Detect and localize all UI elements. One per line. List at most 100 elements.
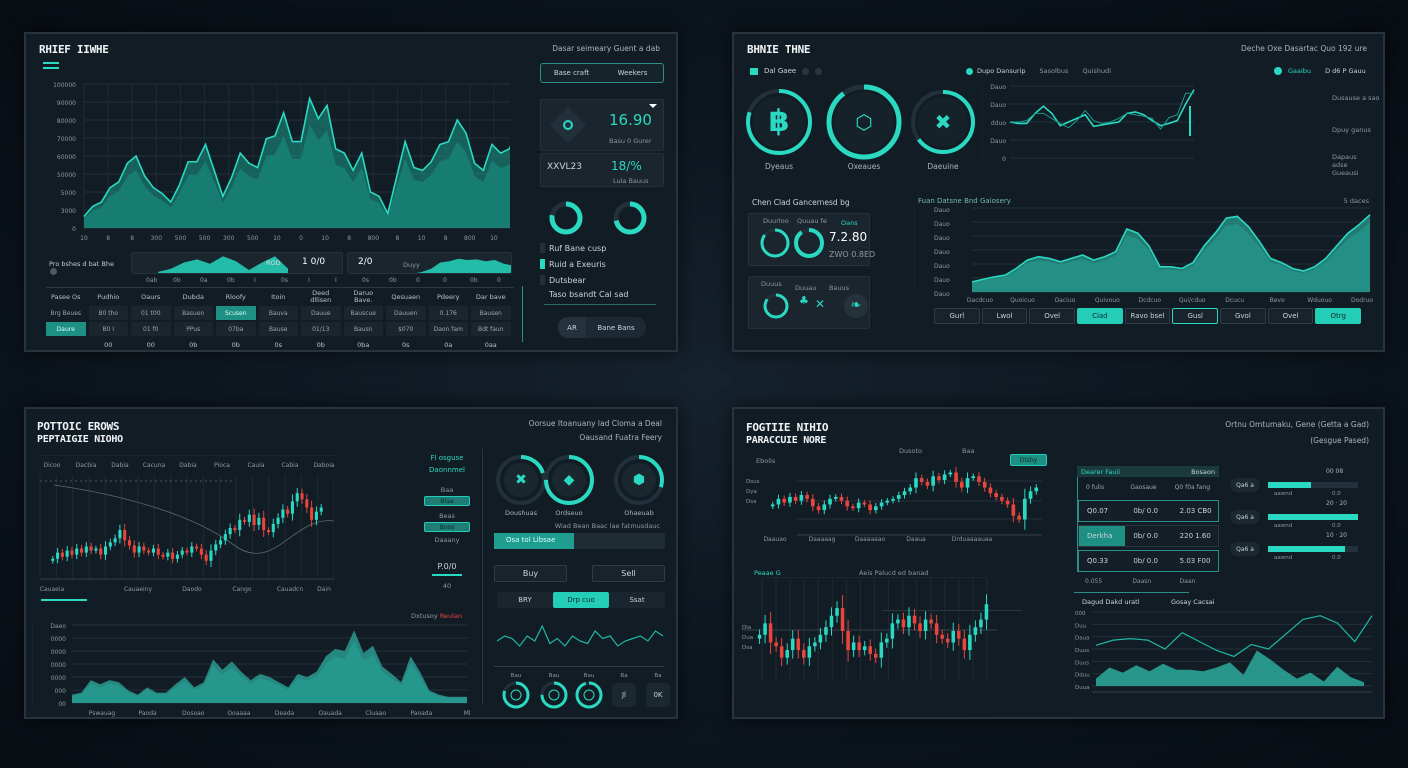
table-cell[interactable]: PPus — [173, 322, 213, 336]
buy-button[interactable]: Buy — [494, 565, 567, 582]
segment-0[interactable]: BRY — [497, 592, 553, 608]
side-button[interactable]: Boos — [424, 522, 470, 532]
table-cell[interactable]: 0.176 — [428, 306, 468, 320]
candle — [988, 487, 993, 494]
table-cell[interactable]: B0 tho — [88, 306, 128, 320]
table-cell[interactable]: Scusen — [216, 306, 256, 320]
y-tick: Dauo — [990, 84, 1006, 91]
range-button-4[interactable]: Ravo bsel — [1124, 308, 1171, 324]
table-cell[interactable]: Bausen — [471, 306, 511, 320]
range-button-1[interactable]: Lwol — [981, 308, 1028, 324]
candle — [763, 623, 767, 635]
sell-button[interactable]: Sell — [592, 565, 665, 582]
area-fill — [1096, 650, 1364, 686]
candle — [984, 604, 989, 620]
table-cell[interactable]: 01/13 — [301, 322, 341, 336]
toggle-dot[interactable] — [815, 67, 823, 75]
asset-ring[interactable] — [743, 86, 815, 158]
table-cell[interactable]: Bauva — [258, 306, 298, 320]
asset-ring[interactable] — [542, 453, 596, 507]
x-tick: Paoda — [139, 710, 158, 717]
scroll-indicator[interactable] — [41, 599, 87, 601]
asset-pill[interactable]: Qa6 a — [1230, 478, 1260, 492]
legend-right: Gaaibu D d6 P Gauu — [1274, 67, 1366, 75]
table-cell[interactable]: 07ba — [216, 322, 256, 336]
asset-label: Ordseuo — [555, 509, 583, 517]
progress-bar — [1268, 514, 1358, 520]
segment-weekers[interactable]: Weekers — [617, 69, 648, 77]
table-cell[interactable]: 01 f0 — [131, 322, 171, 336]
volume-area-chart: Dauo Dauo Dauo Dauo Dauo Dauo Dauo Dacdcuo Quoic… — [914, 207, 1373, 304]
candle — [957, 631, 961, 639]
candle — [918, 623, 922, 631]
range-button-8[interactable]: Otrg — [1315, 308, 1362, 324]
asset-ring[interactable] — [824, 82, 904, 162]
ar-button[interactable]: AR — [558, 317, 586, 338]
strip-tick: I — [254, 277, 256, 284]
table-cell[interactable]: Bauscue — [343, 306, 383, 320]
legend-left: Dal Gaee — [750, 67, 823, 75]
candle — [890, 623, 895, 639]
bane-bans-button[interactable]: Bane Bans — [597, 323, 635, 332]
candle — [846, 631, 850, 651]
table-cell[interactable]: B0 I — [88, 322, 128, 336]
x-tick: 0 — [299, 235, 303, 242]
asset-ring[interactable] — [908, 87, 978, 157]
table-cell[interactable]: Bause — [258, 322, 298, 336]
candle — [1005, 500, 1010, 505]
table-cell[interactable]: Dauuen — [386, 306, 426, 320]
change-value: 18/% — [611, 159, 642, 173]
hamburger-icon[interactable] — [43, 62, 59, 69]
candle — [228, 528, 232, 535]
asset-pill[interactable]: Qa6 a — [1230, 542, 1260, 556]
candle — [951, 631, 956, 643]
segment-base-craft[interactable]: Base craft — [553, 69, 590, 77]
candle — [1011, 504, 1016, 516]
table-cell[interactable]: Basuen — [173, 306, 213, 320]
change-sub: Lula Bauus — [613, 177, 649, 185]
range-button-7[interactable]: Ovel — [1267, 308, 1314, 324]
area-legend: Dxtusoy Reulan — [411, 612, 463, 620]
table-cell[interactable]: Daon fam — [428, 322, 468, 336]
candle — [1028, 491, 1033, 499]
candle — [782, 498, 787, 503]
mini-ring-button[interactable] — [501, 680, 531, 710]
asset-ring[interactable] — [612, 453, 666, 507]
order-row[interactable]: Q0.07 0b/ 0.0 2.03 CB0 — [1078, 500, 1219, 522]
table-cell[interactable]: Dauue — [301, 306, 341, 320]
range-button-5[interactable]: Gusl — [1172, 308, 1219, 324]
range-button-3[interactable]: Ciad — [1077, 308, 1123, 324]
mini-square-button[interactable]: Jl — [612, 683, 636, 707]
candle — [945, 638, 950, 643]
table-cell[interactable]: Bausn — [343, 322, 383, 336]
toggle-dot[interactable] — [802, 67, 810, 75]
range-button-6[interactable]: Gvol — [1220, 308, 1266, 324]
x-tick: 500 — [199, 235, 211, 242]
candle — [132, 545, 136, 553]
legend: Ruf Bane cusp Ruid a Exeuris Dutsbear — [540, 240, 606, 288]
column-label: Cacuna — [143, 462, 166, 469]
table-cell[interactable]: Brg Beues — [50, 309, 82, 317]
tab-1[interactable]: Dagud Dakd uratl — [1082, 598, 1140, 606]
order-row[interactable]: Derkha 0b/ 0.0 220 1.60 — [1078, 525, 1219, 547]
timeframe-button[interactable]: Dtshy — [1010, 454, 1047, 466]
dropdown-caret-icon[interactable] — [649, 104, 657, 108]
segment-2[interactable]: Ssat — [609, 592, 665, 608]
table-cell: 0s — [401, 340, 410, 349]
mini-ring-button[interactable] — [574, 680, 604, 710]
order-type-segment: BRY Drp cuo Ssat — [497, 592, 665, 608]
mini-square-button[interactable]: 0K — [646, 683, 670, 707]
table-cell[interactable]: Bdt faun — [471, 322, 511, 336]
table-cell[interactable]: 01 t00 — [131, 306, 171, 320]
table-cell[interactable]: $070 — [386, 322, 426, 336]
side-button[interactable]: Blaa — [424, 496, 470, 506]
asset-pill[interactable]: Qa6 a — [1230, 510, 1260, 524]
table-cell[interactable]: Daure — [46, 322, 86, 336]
range-button-0[interactable]: Gurl — [934, 308, 980, 324]
candle — [137, 546, 141, 553]
order-row[interactable]: Q0.33 0b/ 0.0 5.03 F00 — [1078, 550, 1219, 572]
segment-1[interactable]: Drp cuo — [553, 592, 609, 608]
tab-2[interactable]: Gosay Cacsai — [1171, 598, 1215, 606]
range-button-2[interactable]: Ovel — [1029, 308, 1076, 324]
mini-ring-button[interactable] — [539, 680, 569, 710]
